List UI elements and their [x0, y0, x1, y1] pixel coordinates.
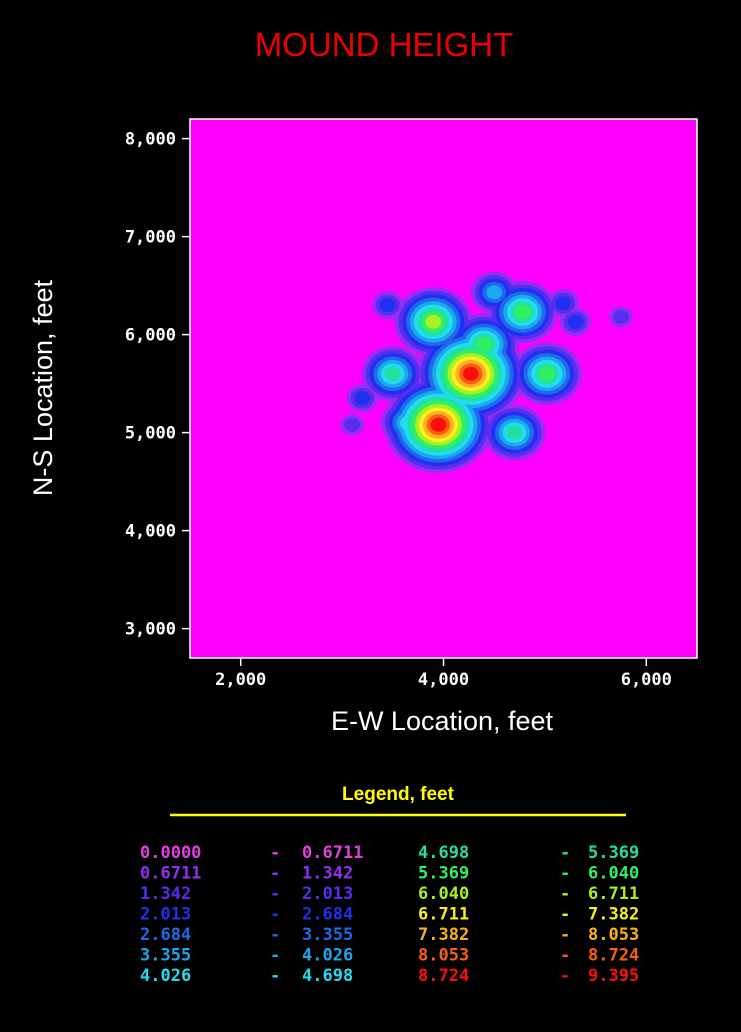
- legend-entry-from: 2.013: [140, 905, 191, 925]
- legend-entry-to: 7.382: [588, 905, 639, 925]
- x-tick-label: 2,000: [215, 670, 266, 690]
- legend-entries: 0.0000-0.67110.6711-1.3421.342-2.0132.01…: [140, 843, 639, 986]
- x-axis: 2,000 4,000 6,000: [215, 658, 672, 690]
- contour-band-8: [539, 366, 555, 381]
- legend-entry-from: 4.698: [418, 843, 469, 863]
- legend-title: Legend, feet: [342, 784, 455, 805]
- legend-entry-dash: -: [270, 843, 280, 863]
- legend-entry-from: 6.711: [418, 905, 469, 925]
- plot-area: [189, 118, 698, 659]
- contour-band-2: [613, 309, 629, 324]
- legend-entry-to: 3.355: [302, 925, 353, 945]
- legend-entry-to: 4.698: [302, 966, 353, 986]
- legend-entry-from: 1.342: [140, 884, 191, 904]
- legend-entry-from: 8.724: [418, 966, 469, 986]
- x-axis-label: E-W Location, feet: [331, 706, 554, 736]
- contour-band-3: [567, 314, 584, 329]
- contour-band-8: [514, 305, 531, 320]
- contour-band-2: [344, 417, 361, 432]
- legend-entry: 7.382 -8.053: [418, 925, 639, 945]
- legend-entry: 3.355 - 4.026: [140, 946, 353, 966]
- legend-entry-dash: -: [270, 905, 280, 925]
- legend-entry-from: 7.382: [418, 925, 469, 945]
- contour-band-3: [354, 391, 371, 406]
- x-tick-label: 6,000: [621, 670, 672, 690]
- legend-entry-from: 0.0000: [140, 843, 201, 863]
- legend-entry: 4.026 - 4.698: [140, 966, 353, 986]
- contour-band-7: [384, 366, 401, 381]
- x-tick-label: 4,000: [418, 670, 469, 690]
- legend-entry: 4.698 -5.369: [418, 843, 639, 863]
- legend-entry-from: 3.355: [140, 946, 191, 966]
- contour-band-13: [430, 417, 447, 432]
- legend-entry: 8.053 -8.724: [418, 946, 639, 966]
- contour-band-5: [486, 285, 503, 300]
- legend-entry-from: 8.053: [418, 946, 469, 966]
- legend-entry: 0.6711 - 1.342: [140, 864, 353, 884]
- legend-entry-dash: -: [270, 884, 280, 904]
- contour-band-3: [379, 298, 396, 313]
- legend-entry: 6.711 -7.382: [418, 905, 639, 925]
- legend-entry-dash: -: [560, 843, 570, 863]
- legend-entry: 0.0000 - 0.6711: [140, 843, 363, 863]
- legend-entry-to: 4.026: [302, 946, 353, 966]
- legend-entry-dash: -: [560, 905, 570, 925]
- legend-entry-to: 2.684: [302, 905, 353, 925]
- legend-entry-dash: -: [270, 925, 280, 945]
- legend-entry-from: 0.6711: [140, 864, 201, 884]
- legend-entry-dash: -: [270, 946, 280, 966]
- legend-entry-to: 8.053: [588, 925, 639, 945]
- legend-entry-to: 6.711: [588, 884, 639, 904]
- y-tick-label: 8,000: [125, 130, 176, 150]
- legend-entry: 8.724 -9.395: [418, 966, 639, 986]
- chart-title: MOUND HEIGHT: [255, 26, 514, 63]
- legend-entry-from: 2.684: [140, 925, 191, 945]
- y-tick-label: 5,000: [125, 424, 176, 444]
- heatmap-contours: [340, 271, 633, 473]
- contour-band-13: [462, 366, 479, 381]
- legend-entry-from: 5.369: [418, 864, 469, 884]
- legend-entry: 2.684 - 3.355: [140, 925, 353, 945]
- contour-band-3: [555, 296, 572, 311]
- legend-entry-dash: -: [270, 864, 280, 884]
- y-tick-label: 4,000: [125, 522, 176, 542]
- contour-band-8: [476, 337, 492, 352]
- y-tick-label: 3,000: [125, 620, 176, 640]
- legend: Legend, feet 0.0000-0.67110.6711-1.3421.…: [140, 784, 639, 986]
- legend-entry: 5.369 -6.040: [418, 864, 639, 884]
- contour-band-9: [425, 314, 442, 329]
- legend-entry-to: 1.342: [302, 864, 353, 884]
- legend-entry-dash: -: [560, 946, 570, 966]
- legend-entry-from: 6.040: [418, 884, 469, 904]
- legend-entry-to: 8.724: [588, 946, 639, 966]
- legend-entry: 1.342 - 2.013: [140, 884, 353, 904]
- legend-entry-to: 9.395: [588, 966, 639, 986]
- legend-entry-dash: -: [560, 864, 570, 884]
- contour-band-7: [506, 425, 523, 440]
- y-axis-label: N-S Location, feet: [28, 279, 58, 496]
- legend-entry-dash: -: [560, 884, 570, 904]
- legend-entry: 2.013 - 2.684: [140, 905, 353, 925]
- y-tick-label: 7,000: [125, 228, 176, 248]
- legend-entry-to: 6.040: [588, 864, 639, 884]
- legend-entry-from: 4.026: [140, 966, 191, 986]
- y-tick-label: 6,000: [125, 326, 176, 346]
- legend-entry-dash: -: [270, 966, 280, 986]
- legend-entry-to: 2.013: [302, 884, 353, 904]
- legend-entry-to: 5.369: [588, 843, 639, 863]
- legend-entry-dash: -: [560, 925, 570, 945]
- legend-entry-dash: -: [560, 966, 570, 986]
- y-axis: 3,000 4,000 5,000 6,000 7,000 8,000: [125, 130, 190, 640]
- legend-entry: 6.040 -6.711: [418, 884, 639, 904]
- legend-entry-to: 0.6711: [302, 843, 363, 863]
